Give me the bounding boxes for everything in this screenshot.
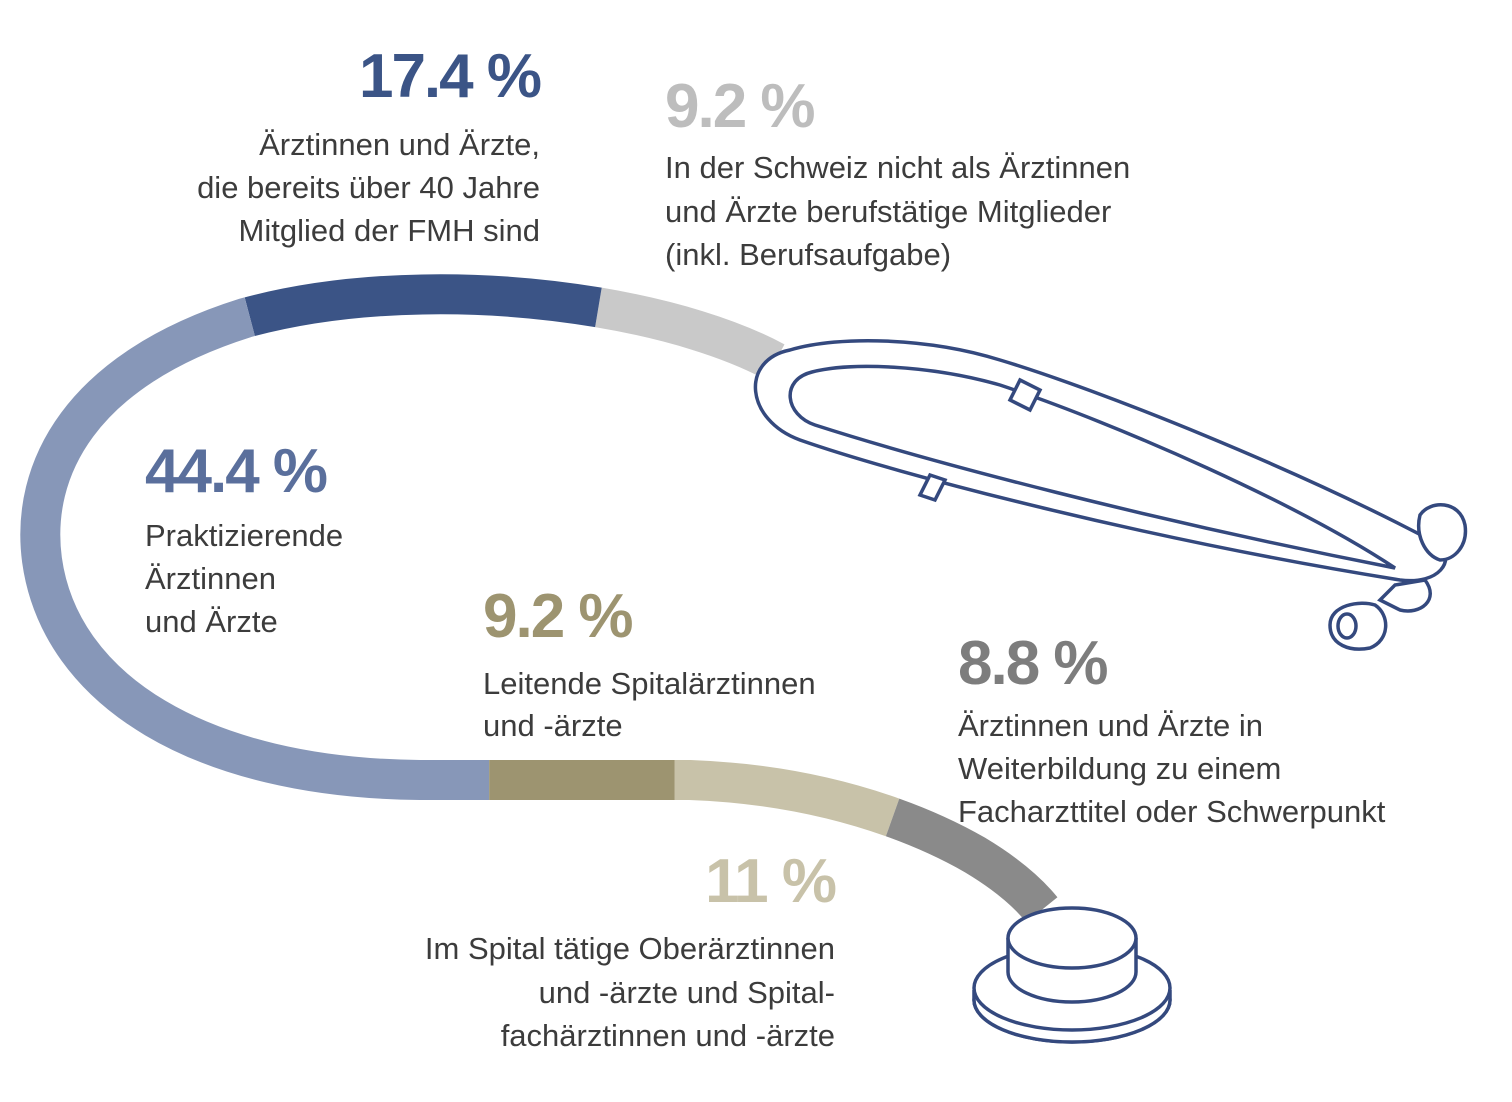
description-line: Im Spital tätige Oberärztinnen — [425, 931, 835, 966]
description-line: und Ärzte berufstätige Mitglieder — [665, 194, 1111, 229]
value-label: 44.4 % — [145, 437, 327, 506]
description-line: Mitglied der FMH sind — [239, 213, 540, 248]
value-label: 17.4 % — [359, 42, 541, 111]
stethoscope-chestpiece — [972, 906, 1172, 1044]
description-line: (inkl. Berufsaufgabe) — [665, 237, 951, 272]
description-line: und Ärzte — [145, 604, 278, 639]
description-line: Ärztinnen und Ärzte, — [259, 127, 540, 162]
stethoscope-headset — [753, 338, 1468, 651]
tube-segment — [20, 274, 1058, 923]
description-line: und -ärzte — [483, 708, 623, 743]
value-label: 8.8 % — [958, 629, 1107, 698]
description-line: und -ärzte und Spital- — [539, 975, 835, 1010]
description-line: Facharzttitel oder Schwerpunkt — [958, 794, 1386, 829]
value-label: 11 % — [705, 847, 836, 916]
tube-segment — [20, 274, 1058, 923]
tube — [20, 274, 1058, 923]
description-line: Weiterbildung zu einem — [958, 751, 1281, 786]
description-line: die bereits über 40 Jahre — [197, 170, 540, 205]
description-line: Ärztinnen — [145, 561, 276, 596]
description-line: Leitende Spitalärztinnen — [483, 666, 816, 701]
description-line: In der Schweiz nicht als Ärztinnen — [665, 150, 1130, 185]
value-label: 9.2 % — [483, 582, 632, 651]
tube-segment — [20, 274, 1058, 923]
value-label: 9.2 % — [665, 72, 814, 141]
description-line: fachärztinnen und -ärzte — [501, 1018, 835, 1053]
description-line: Praktizierende — [145, 518, 343, 553]
description-line: Ärztinnen und Ärzte in — [958, 708, 1263, 743]
